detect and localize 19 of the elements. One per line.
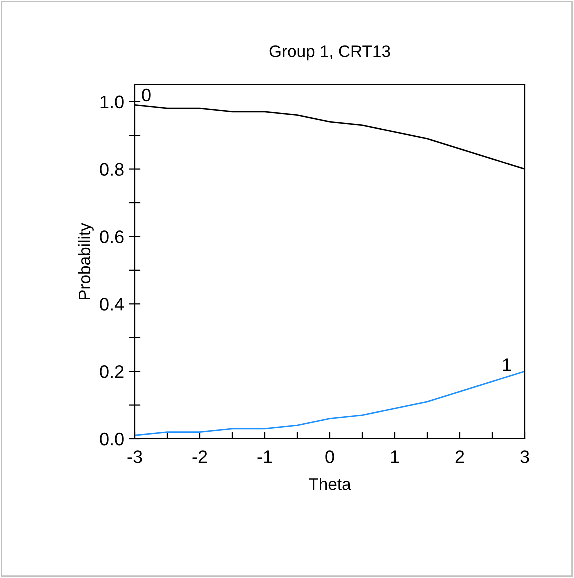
- annotation: 1: [503, 358, 512, 372]
- x-tick-label: -1: [258, 450, 272, 464]
- y-axis-title: Probability: [78, 223, 94, 300]
- x-tick-label: 0: [326, 450, 334, 464]
- y-tick-label: 1.0: [100, 96, 124, 109]
- chart-title: Group 1, CRT13: [270, 46, 390, 61]
- y-tick-label: 0.2: [100, 366, 124, 378]
- y-tick-label: 0.0: [100, 432, 124, 446]
- x-tick-label: -2: [192, 450, 208, 464]
- y-tick-label: 0.6: [100, 230, 124, 244]
- y-tick-label: 0.4: [100, 298, 124, 311]
- annotation: 0: [142, 88, 151, 102]
- x-tick-label: 1: [391, 450, 400, 464]
- x-tick-label: 2: [456, 450, 464, 464]
- y-tick-label: 0.8: [100, 163, 124, 176]
- x-tick-label: -3: [128, 450, 142, 464]
- line-series: [135, 370, 525, 436]
- x-axis-title: Theta: [309, 478, 352, 490]
- x-tick-label: 3: [520, 450, 530, 464]
